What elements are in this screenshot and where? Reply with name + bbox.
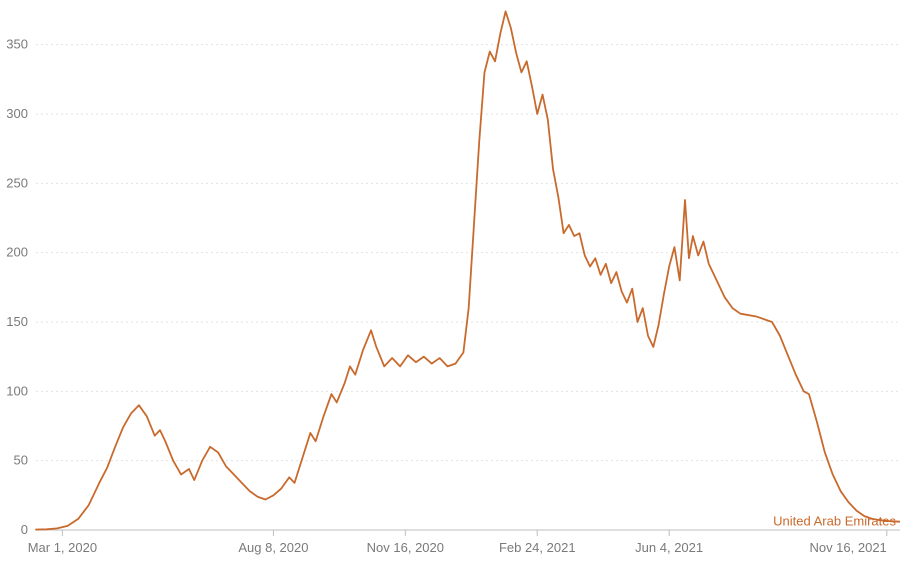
y-tick-label: 350 bbox=[6, 37, 28, 52]
x-tick-label: Aug 8, 2020 bbox=[238, 540, 308, 555]
y-tick-label: 0 bbox=[21, 522, 28, 537]
chart-svg: 0 50 100 150 200 250 300 350 Mar 1, 2020 Aug 8, … bbox=[0, 0, 900, 581]
y-tick-label: 100 bbox=[6, 383, 28, 398]
y-tick-label: 200 bbox=[6, 245, 28, 260]
line-chart: 0 50 100 150 200 250 300 350 Mar 1, 2020 Aug 8, … bbox=[0, 0, 900, 581]
x-tick-label: Jun 4, 2021 bbox=[635, 540, 703, 555]
gridlines bbox=[36, 45, 900, 461]
y-tick-label: 250 bbox=[6, 175, 28, 190]
x-tick-label: Nov 16, 2021 bbox=[809, 540, 886, 555]
series-label: United Arab Emirates bbox=[773, 514, 896, 529]
x-tick-label: Nov 16, 2020 bbox=[367, 540, 444, 555]
x-axis-ticks: Mar 1, 2020 Aug 8, 2020 Nov 16, 2020 Feb 24… bbox=[28, 530, 887, 555]
y-tick-label: 150 bbox=[6, 314, 28, 329]
series bbox=[36, 11, 900, 529]
series-line-united-arab-emirates bbox=[36, 11, 900, 529]
x-tick-label: Mar 1, 2020 bbox=[28, 540, 97, 555]
x-tick-label: Feb 24, 2021 bbox=[499, 540, 576, 555]
y-tick-label: 300 bbox=[6, 106, 28, 121]
series-label-group: United Arab Emirates bbox=[773, 514, 896, 529]
y-axis-ticks: 0 50 100 150 200 250 300 350 bbox=[6, 37, 28, 537]
y-tick-label: 50 bbox=[14, 453, 28, 468]
